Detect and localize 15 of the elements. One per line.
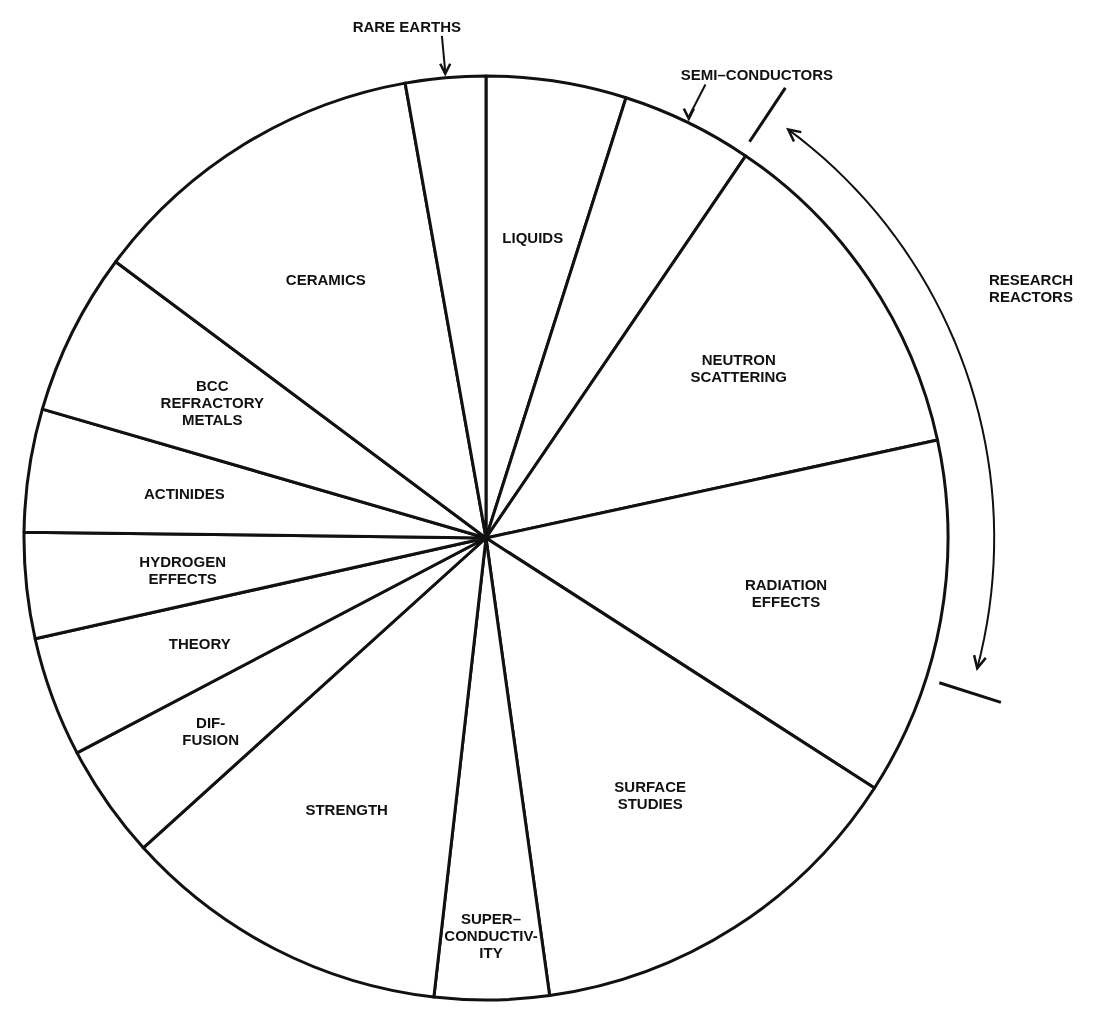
slice-label: SUPER– CONDUCTIV- ITY [444, 909, 538, 961]
slice-label: RARE EARTHS [352, 17, 461, 35]
slice-label: RADIATION EFFECTS [744, 575, 828, 610]
slice-label: THEORY [168, 634, 231, 652]
slice-label: STRENGTH [305, 800, 388, 818]
slice-label: NEUTRON SCATTERING [690, 350, 787, 385]
slice-label: LIQUIDS [502, 228, 564, 246]
text: RESEARCH REACTORS [988, 270, 1074, 305]
slice-label: BCC REFRACTORY METALS [160, 376, 264, 428]
slice-label: SEMI–CONDUCTORS [680, 66, 834, 83]
slice-label: SURFACE STUDIES [614, 777, 687, 812]
slice-label: HYDROGEN EFFECTS [139, 552, 227, 587]
slice-label: CERAMICS [285, 270, 366, 288]
slice-label: DIF- FUSION [182, 713, 239, 748]
slice-label: ACTINIDES [143, 484, 225, 502]
